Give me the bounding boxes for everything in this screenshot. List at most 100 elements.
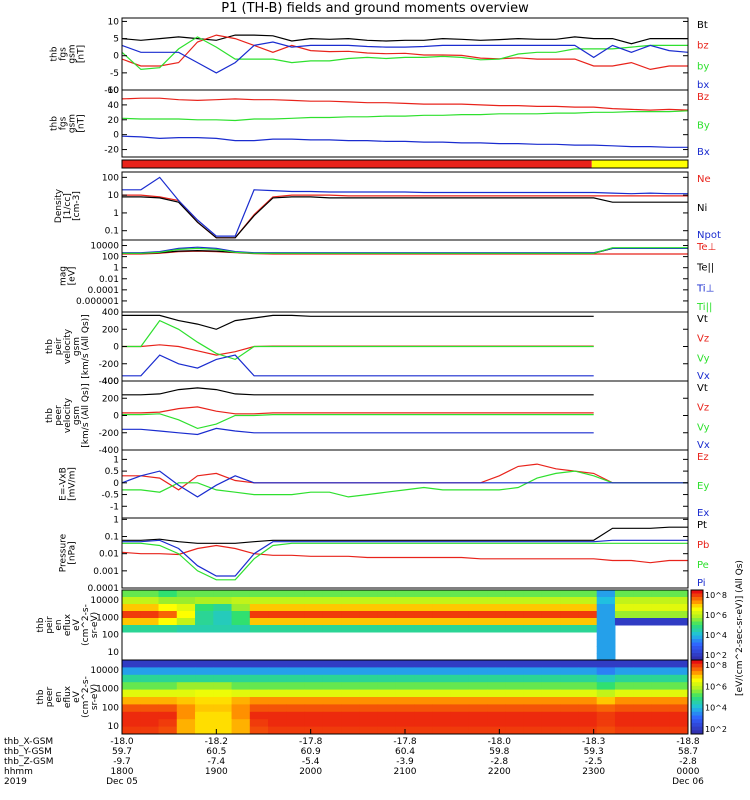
heat-cell-9-4-27	[614, 618, 634, 626]
heat-cell-10-7-11	[322, 711, 342, 720]
heat-cell-9-4-29	[651, 618, 671, 626]
heat-cell-10-5-5	[213, 697, 233, 705]
heat-cell-10-2-15	[395, 674, 415, 683]
heat-cell-9-4-6	[231, 618, 251, 626]
heat-cell-9-1-12	[341, 597, 360, 605]
xtick-label-0-2: -9.7	[113, 757, 131, 767]
heat-cell-9-4-23	[541, 618, 561, 626]
heat-cell-10-6-3	[176, 704, 196, 713]
heat-cell-9-5-9	[286, 625, 306, 633]
figure-title: P1 (TH-B) fields and ground moments over…	[221, 1, 529, 16]
heat-cell-10-5-22	[523, 697, 543, 705]
heat-cell-9-8-26	[596, 646, 616, 654]
heat-cell-10-9-13	[359, 726, 379, 735]
heat-cell-10-1-5	[213, 667, 233, 676]
xtick-label-0-3: 1800	[111, 767, 134, 777]
ylabel-9-0: thb	[36, 617, 46, 632]
series-line-8-0	[122, 526, 688, 544]
colorbar-cell-0-9	[691, 621, 703, 626]
heat-cell-10-3-15	[395, 682, 415, 691]
heat-cell-10-8-23	[541, 719, 561, 728]
heat-cell-10-6-16	[414, 704, 433, 713]
legend-8-3: Pi	[697, 578, 706, 589]
heat-cell-10-4-7	[249, 689, 269, 698]
colorbar-cell-0-1	[691, 593, 703, 598]
heat-cell-10-0-20	[487, 660, 506, 668]
heat-cell-10-9-8	[268, 726, 287, 735]
series-line-3-1	[122, 196, 688, 239]
ylabel-8-0: Pressure	[59, 533, 69, 572]
heat-cell-10-2-10	[304, 674, 324, 683]
series-line-7-2	[121, 470, 688, 498]
heat-cell-10-7-20	[487, 711, 506, 720]
heat-cell-10-2-26	[596, 674, 616, 683]
colorbar-cell-0-5	[691, 607, 703, 612]
heat-cell-9-3-19	[468, 611, 488, 619]
heat-cell-10-5-10	[304, 697, 324, 705]
heat-cell-9-2-30	[669, 604, 689, 612]
colorbar-tick-0-3: 10^2	[705, 651, 727, 660]
heat-cell-9-4-3	[176, 618, 196, 626]
heat-cell-10-4-30	[669, 689, 689, 698]
xtick-label-4-1: 59.8	[489, 747, 509, 757]
heat-cell-10-0-0	[122, 660, 141, 668]
legend-3-1: Ni	[697, 203, 707, 214]
heat-cell-9-1-4	[195, 597, 214, 605]
heat-cell-9-2-17	[432, 604, 452, 612]
ylabel-10-3: eflux	[63, 685, 73, 708]
heat-cell-10-4-6	[231, 689, 251, 698]
ylabel-5-1: peir	[54, 337, 64, 355]
heat-cell-9-2-5	[213, 604, 233, 612]
heat-cell-9-4-26	[596, 618, 616, 626]
ytick-label-5-0: 400	[102, 308, 119, 318]
colorbar-tick-1-2: 10^4	[705, 704, 727, 713]
heat-cell-10-5-3	[176, 697, 196, 705]
heat-cell-9-5-14	[377, 625, 397, 633]
heat-cell-9-3-3	[176, 611, 196, 619]
colorbar-cell-0-12	[691, 632, 703, 636]
heat-cell-10-7-6	[231, 711, 251, 720]
heat-cell-10-6-8	[268, 704, 287, 713]
heat-cell-10-7-7	[249, 711, 269, 720]
heat-cell-10-2-18	[450, 674, 470, 683]
heat-cell-9-5-23	[541, 625, 561, 633]
heat-cell-9-5-8	[268, 625, 287, 633]
heat-cell-10-9-5	[213, 726, 233, 735]
heat-cell-9-0-24	[560, 590, 579, 598]
heat-cell-9-4-17	[432, 618, 452, 626]
heat-cell-10-3-8	[268, 682, 287, 691]
heat-cell-10-9-27	[614, 726, 634, 735]
ylabel-9-2: en	[54, 619, 64, 630]
colorbar-cell-0-2	[691, 597, 703, 601]
heat-cell-10-6-6	[231, 704, 251, 713]
heat-cell-9-0-0	[122, 590, 141, 598]
xtick-label-4-2: -2.8	[491, 757, 509, 767]
heat-cell-10-0-7	[249, 660, 269, 668]
colorbar-cell-0-0	[691, 590, 703, 594]
legend-1-1: By	[697, 121, 710, 132]
ytick-label-0-1: 5	[113, 35, 119, 45]
ytick-label-10-2: 100	[102, 703, 119, 713]
heat-cell-10-3-13	[359, 682, 379, 691]
heat-cell-9-3-9	[286, 611, 306, 619]
ytick-label-7-1: 0.5	[105, 467, 119, 477]
heat-cell-10-7-10	[304, 711, 324, 720]
heat-cell-10-1-16	[414, 667, 433, 676]
heat-cell-9-5-13	[359, 625, 379, 633]
heat-cell-10-9-3	[176, 726, 196, 735]
heat-cell-10-8-0	[122, 719, 141, 728]
heat-cell-10-0-15	[395, 660, 415, 668]
ylabel-10-4: eV	[72, 690, 82, 703]
ylabel-1-3: [nT]	[77, 114, 87, 132]
heat-cell-10-1-17	[432, 667, 452, 676]
legend-6-2: Vy	[697, 422, 710, 433]
legend-4-3: Ti||	[696, 302, 712, 313]
heat-cell-10-8-26	[596, 719, 616, 728]
heat-cell-10-8-14	[377, 719, 397, 728]
heat-cell-10-3-28	[633, 682, 652, 691]
ylabel-0-1: fgs	[59, 47, 69, 61]
heat-cell-9-2-0	[122, 604, 141, 612]
heat-cell-9-4-19	[468, 618, 488, 626]
heat-cell-9-4-22	[523, 618, 543, 626]
heat-cell-10-6-24	[560, 704, 579, 713]
